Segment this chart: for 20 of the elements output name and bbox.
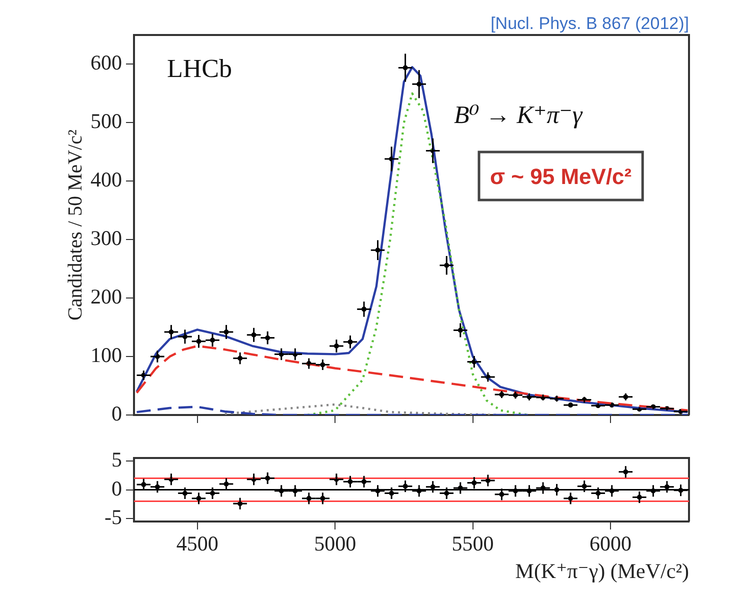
y-tick-label: 600 — [90, 50, 122, 75]
annotation: σ ~ 95 MeV/c² — [490, 164, 632, 189]
y-tick-label: 300 — [90, 226, 122, 250]
x-tick-label: 6000 — [590, 532, 632, 556]
x-axis-title: M(K⁺π⁻γ) (MeV/c²) — [515, 558, 689, 583]
x-tick-label: 4500 — [176, 532, 218, 556]
y-tick-label: -5 — [104, 505, 122, 530]
y-tick-label: 5 — [112, 447, 122, 472]
x-tick-label: 5000 — [314, 532, 356, 556]
y-tick-label: 500 — [90, 109, 122, 134]
text: [Nucl. Phys. B 867 (2012)] — [490, 14, 689, 33]
annotation: B⁰ → K⁺π⁻γ — [454, 102, 584, 129]
y-tick-label: 0 — [112, 402, 122, 426]
annotation: LHCb — [167, 54, 232, 83]
x-tick-label: 5500 — [452, 532, 494, 556]
y-tick-label: 0 — [112, 476, 122, 500]
y-tick-label: 100 — [90, 343, 122, 368]
y-tick-label: 200 — [90, 284, 122, 309]
y-tick-label: 400 — [90, 168, 122, 192]
y-axis-title: Candidates / 50 MeV/c² — [64, 130, 86, 320]
